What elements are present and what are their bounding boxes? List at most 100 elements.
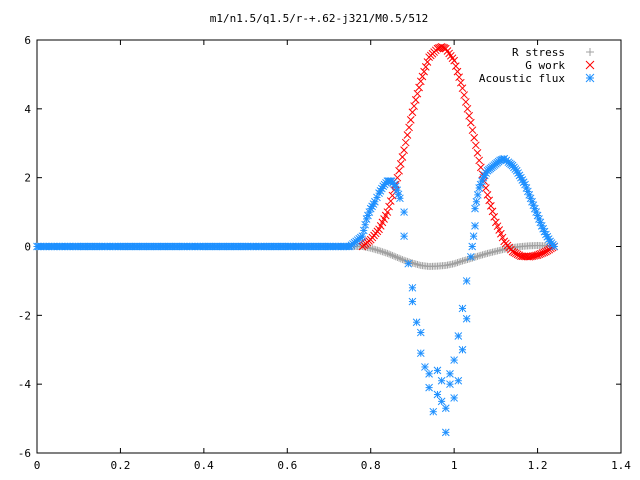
data-point [441,428,450,437]
y-tick-label: -2 [18,309,31,322]
data-point [392,253,400,261]
y-tick-label: 6 [24,34,31,47]
data-point [451,62,460,71]
data-point [410,102,418,110]
data-point [383,208,392,216]
data-point [400,256,408,264]
data-point [377,247,385,255]
data-point [415,83,423,92]
data-point [470,133,479,142]
data-point [408,297,417,306]
chart-title: m1/n1.5/q1.5/r-+.62-j321/M0.5/512 [210,12,429,25]
data-point [486,202,495,210]
data-point [472,197,481,206]
x-tick-label: 1.4 [611,459,631,472]
data-point [380,248,388,256]
data-point [395,166,403,175]
data-point [453,67,462,76]
data-point [473,191,482,199]
x-tick-label: 0.6 [277,459,297,472]
data-point [425,383,433,392]
x-tick-label: 0.8 [361,459,381,472]
series-acoustic-flux [33,154,559,437]
data-point [462,314,471,323]
data-point [393,173,402,182]
data-point [448,54,457,63]
data-point [408,283,417,292]
data-point [450,260,458,268]
series-g-work [358,43,559,261]
data-point [445,49,453,58]
data-point [469,232,478,241]
y-tick-label: 4 [24,103,31,116]
data-point [498,233,507,242]
data-point [446,51,455,60]
data-point [396,160,405,168]
data-point [468,126,477,135]
data-point [393,254,401,262]
data-point [471,141,480,150]
data-point [401,138,410,147]
data-point [450,394,458,402]
data-point [446,380,454,389]
data-point [403,131,412,139]
data-point [412,318,421,327]
data-point [358,232,367,241]
legend-marker [585,73,595,83]
data-point [375,247,383,255]
data-point [433,390,442,399]
data-point [462,277,471,285]
data-point [385,202,393,211]
x-tick-label: 0.4 [194,459,214,472]
data-point [400,232,408,241]
data-point [425,369,433,378]
data-point [455,258,463,266]
data-point [455,73,464,82]
data-point [474,252,482,260]
y-axis-ticks: -6 -4 -2 0 2 4 6 [18,34,621,460]
data-point [483,191,492,199]
data-point [413,89,422,98]
data-point [429,407,438,416]
y-tick-label: -6 [18,447,31,460]
data-point [396,194,404,203]
data-point [463,104,472,113]
x-tick-label: 0 [34,459,41,472]
data-point [406,115,415,124]
data-point [388,251,396,259]
data-point [393,186,401,195]
data-point [433,366,442,375]
data-point [461,98,470,106]
legend-marker [586,48,594,56]
data-point [395,254,403,262]
data-point [458,304,467,313]
data-point [418,72,427,81]
data-point [397,255,405,263]
data-point [471,204,479,213]
data-point [421,363,429,371]
data-point [450,356,458,364]
data-point [454,376,463,385]
data-point [457,258,465,266]
data-point [378,248,386,256]
legend-label: R stress [512,46,565,59]
data-point [383,249,391,257]
data-point [382,249,390,257]
data-point [437,43,446,51]
data-point [495,226,504,234]
legend-label: Acoustic flux [479,72,565,85]
data-point [387,251,395,259]
data-point [416,328,425,337]
series-layer [33,43,559,437]
data-point [473,149,482,157]
data-point [386,197,395,205]
data-point [452,259,460,267]
x-tick-label: 1 [451,459,458,472]
y-tick-label: 0 [24,241,31,254]
data-point [485,196,494,205]
data-point [446,369,454,378]
data-point [466,252,475,261]
data-point [471,221,479,230]
data-point [441,404,450,413]
